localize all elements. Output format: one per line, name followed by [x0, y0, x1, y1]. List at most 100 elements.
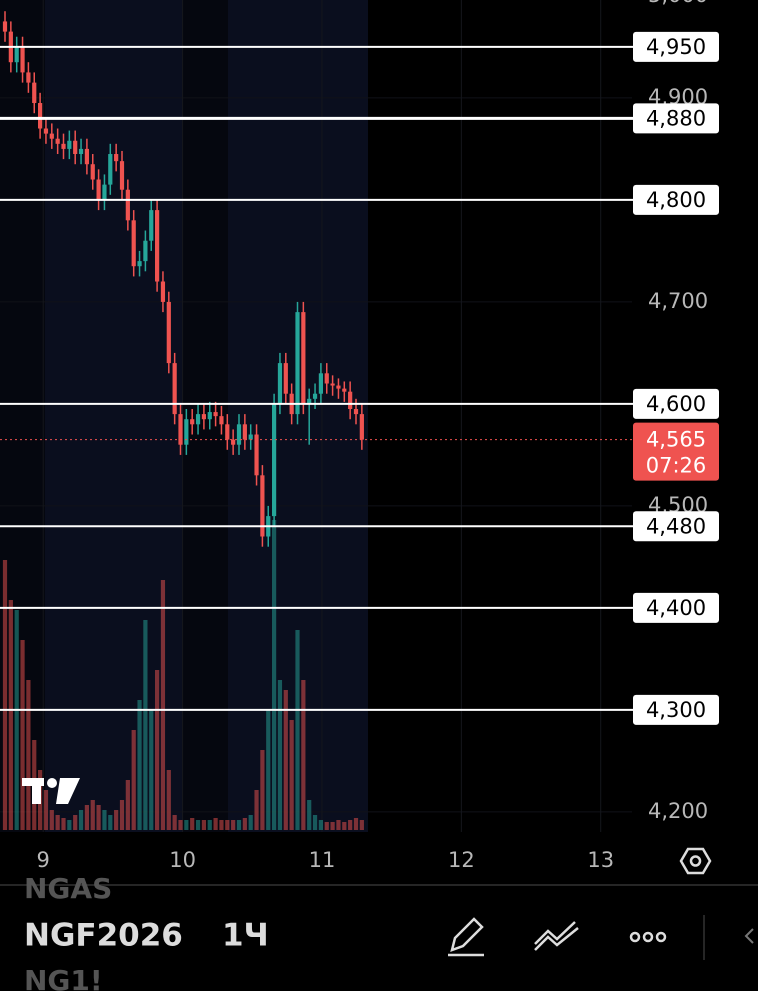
- volume-bar: [67, 820, 72, 830]
- candle-body: [32, 82, 37, 104]
- volume-bar: [102, 810, 107, 830]
- current-price-label: 4,565: [646, 428, 706, 452]
- volume-bar: [160, 580, 166, 830]
- candle-body: [172, 363, 177, 415]
- collapse-icon[interactable]: [744, 928, 754, 944]
- candle-body: [336, 385, 341, 389]
- candle-body: [213, 412, 218, 417]
- volume-bar: [166, 770, 171, 830]
- volume-bar: [195, 820, 201, 830]
- level-label: 4,600: [646, 392, 706, 416]
- candle-body: [248, 434, 253, 440]
- volume-bar: [254, 790, 259, 830]
- candle-body: [114, 154, 119, 162]
- volume-bar: [96, 805, 101, 830]
- candle-body: [2, 21, 8, 32]
- candle-body: [195, 414, 201, 425]
- candle-body: [201, 414, 206, 420]
- candle-body: [260, 475, 265, 537]
- current-price-box: [633, 422, 719, 481]
- candle-body: [184, 419, 189, 445]
- volume-bar: [201, 820, 206, 830]
- volume-bar: [84, 805, 89, 830]
- y-tick-label: 4,200: [648, 799, 708, 823]
- level-label-box: [633, 694, 719, 725]
- volume-bar: [172, 815, 177, 830]
- volume-bar: [359, 820, 364, 830]
- prev-symbol[interactable]: NGAS: [24, 872, 112, 905]
- interval[interactable]: 1Ч: [222, 918, 269, 954]
- volume-bar: [324, 822, 329, 830]
- volume-bar: [272, 520, 277, 830]
- candle-body: [73, 140, 78, 155]
- level-label-box: [633, 388, 719, 419]
- candle-body: [353, 409, 359, 415]
- volume-bar: [137, 700, 142, 830]
- candle-body: [61, 143, 66, 149]
- volume-bar: [301, 680, 306, 830]
- candle-body: [324, 373, 329, 384]
- candle-body: [43, 128, 49, 134]
- candle-body: [90, 164, 95, 180]
- volume-bar: [353, 818, 359, 830]
- candle-body: [178, 414, 183, 445]
- candle-body: [149, 210, 154, 241]
- candle-body: [272, 403, 277, 517]
- settings-icon[interactable]: [679, 847, 712, 875]
- level-label-box: [633, 103, 719, 134]
- y-tick-label: 4,700: [648, 289, 708, 313]
- volume-bar: [312, 815, 318, 830]
- candle-body: [283, 363, 288, 394]
- volume-bar: [225, 820, 230, 830]
- candle-body: [207, 412, 212, 420]
- level-label: 4,880: [646, 106, 706, 130]
- volume-bar: [125, 780, 130, 830]
- candle-body: [219, 416, 224, 425]
- volume-bar: [155, 670, 160, 830]
- volume-bar: [43, 790, 49, 830]
- candle-body: [190, 419, 195, 425]
- countdown-label: 07:26: [646, 454, 707, 478]
- level-label-box: [633, 511, 719, 542]
- volume-bar: [190, 818, 195, 830]
- x-tick-label: 10: [169, 848, 196, 872]
- candle-body: [242, 424, 247, 440]
- volume-bar: [143, 620, 148, 830]
- candle-body: [348, 391, 353, 410]
- candle-body: [160, 281, 166, 302]
- volume-bar: [266, 710, 271, 830]
- volume-bar: [73, 815, 78, 830]
- candle-body: [26, 72, 31, 83]
- indicator-icon[interactable]: [534, 921, 579, 951]
- candle-body: [49, 133, 54, 139]
- candle-body: [166, 301, 171, 364]
- tv-logo: [22, 778, 80, 804]
- candle-body: [137, 261, 142, 267]
- volume-bar: [236, 820, 242, 830]
- level-label: 4,480: [646, 514, 706, 538]
- volume-bar: [184, 820, 189, 830]
- level-label-box: [633, 592, 719, 623]
- volume-bar: [90, 800, 95, 830]
- volume-bar: [283, 690, 288, 830]
- candle-body: [236, 424, 242, 445]
- candle-body: [312, 393, 318, 399]
- volume-bar: [131, 730, 136, 830]
- symbol[interactable]: NGF2026: [24, 918, 183, 954]
- candle-body: [295, 312, 300, 415]
- volume-bar: [114, 810, 119, 830]
- draw-icon[interactable]: [448, 917, 484, 957]
- more-icon[interactable]: [629, 931, 667, 943]
- session-band: [45, 0, 183, 832]
- candle-body: [108, 154, 113, 185]
- volume-bar: [178, 820, 183, 830]
- volume-bar: [213, 818, 218, 830]
- level-label: 4,950: [646, 35, 706, 59]
- volume-bar: [49, 810, 54, 830]
- volume-bar: [207, 820, 212, 830]
- candle-body: [231, 439, 236, 445]
- candles: [2, 11, 364, 547]
- candle-body: [84, 148, 89, 165]
- next-symbol[interactable]: NG1!: [24, 964, 103, 991]
